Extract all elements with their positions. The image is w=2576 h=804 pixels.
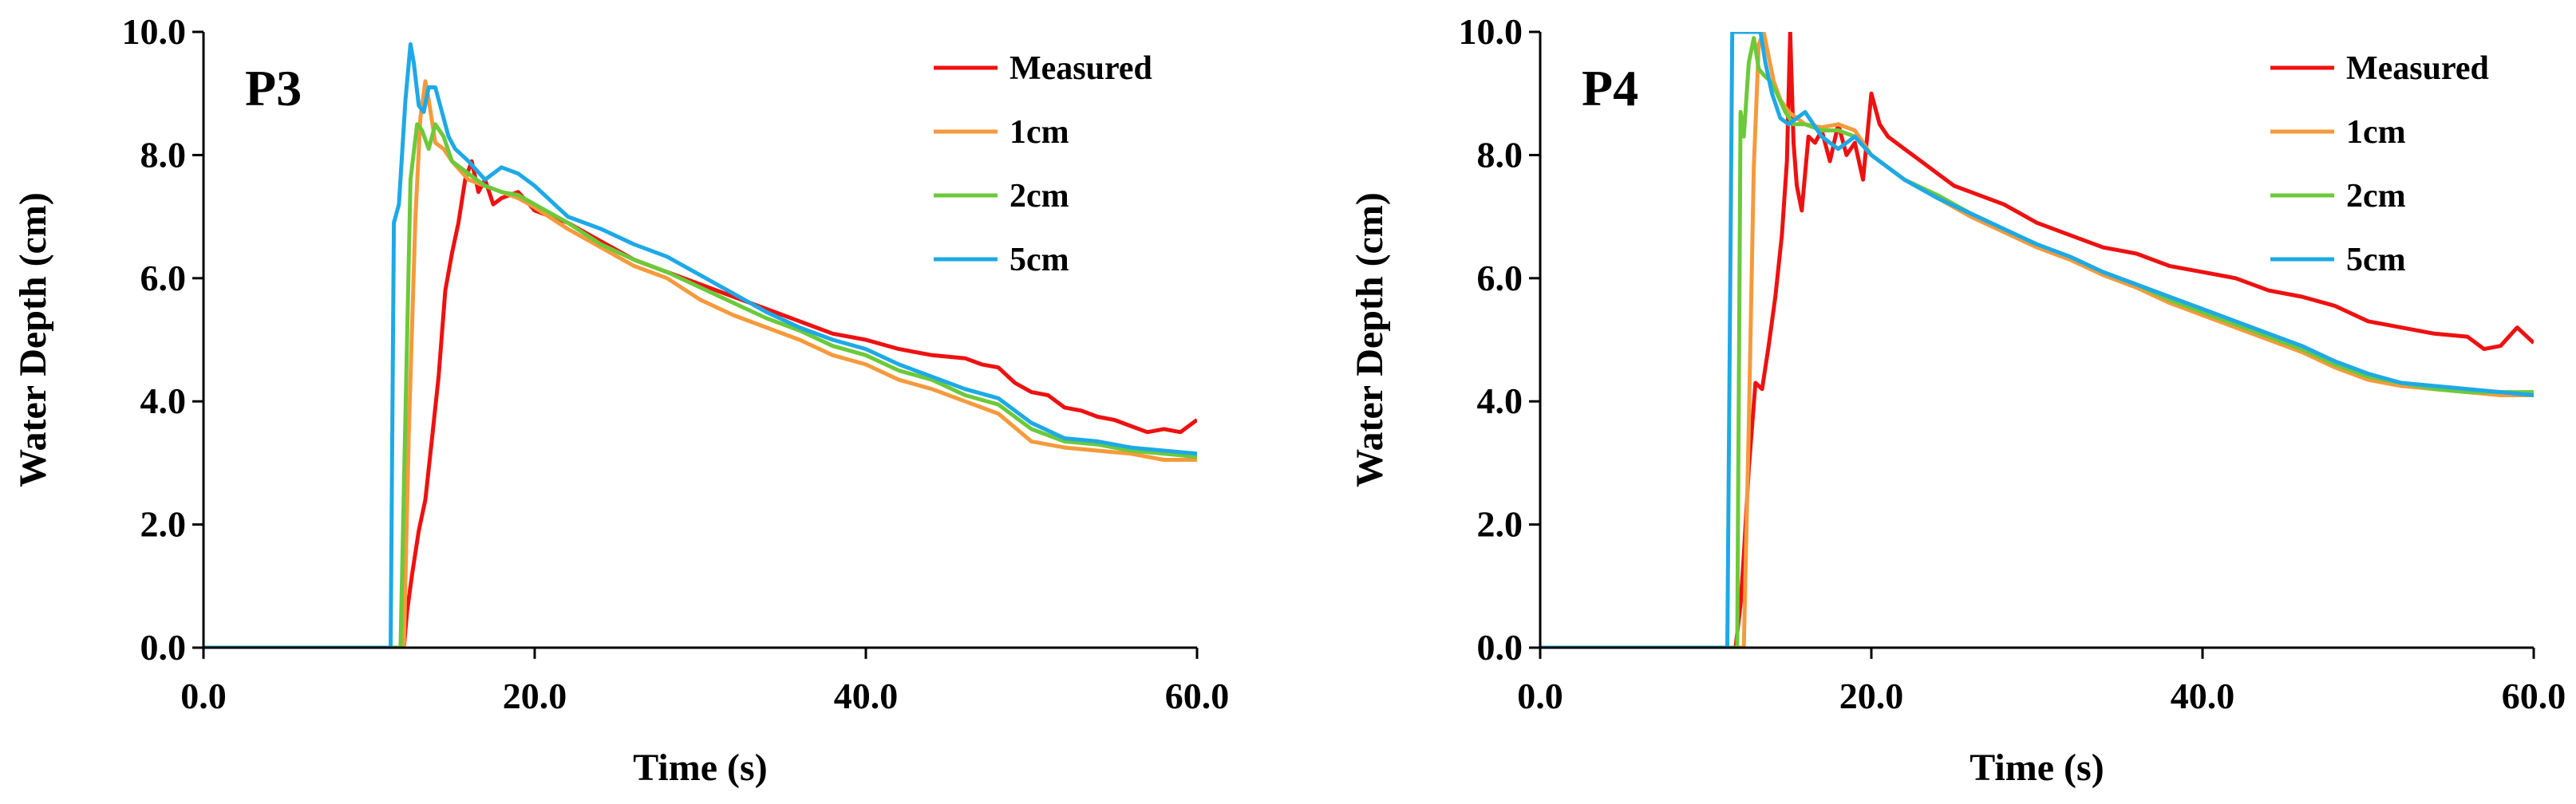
x-tick-label: 0.0 (180, 676, 227, 716)
legend-label: Measured (1009, 50, 1152, 87)
y-axis-label: Water Depth (cm) (12, 192, 54, 487)
x-tick-label: 20.0 (503, 676, 567, 716)
legend-label: 2cm (1009, 178, 1069, 215)
legend-label: Measured (2346, 50, 2489, 87)
legend-label: 2cm (2346, 178, 2406, 215)
y-tick-label: 6.0 (1477, 258, 1523, 298)
y-tick-label: 4.0 (1477, 380, 1523, 421)
x-tick-label: 20.0 (1839, 676, 1904, 716)
x-tick-label: 40.0 (2171, 676, 2235, 716)
series-line-2cm (203, 122, 1197, 648)
series-line-5cm (1540, 32, 2534, 648)
y-tick-label: 6.0 (140, 258, 187, 298)
chart-p3: 0.0 2.0 4.0 6.0 8.0 10.0 0.0 20.0 40.0 60.0 Time (… (12, 11, 1229, 789)
legend-label: 5cm (2346, 242, 2406, 278)
legend-label: 1cm (1009, 114, 1069, 151)
x-tick-label: 40.0 (834, 676, 899, 716)
legend-label: 5cm (1009, 242, 1069, 278)
chart-p4: 0.0 2.0 4.0 6.0 8.0 10.0 0.0 20.0 40.0 60.0 Time (… (1349, 11, 2566, 789)
y-tick-label: 10.0 (1459, 11, 1523, 52)
y-tick-label: 8.0 (1477, 134, 1523, 175)
x-tick-label: 60.0 (1165, 676, 1230, 716)
y-tick-label: 0.0 (1477, 627, 1523, 668)
series-line-measured (203, 159, 1197, 648)
x-axis-label: Time (s) (633, 747, 767, 789)
y-tick-label: 10.0 (122, 11, 187, 52)
series-line-1cm (203, 79, 1197, 648)
series-line-measured (1540, 32, 2534, 648)
y-tick-label: 4.0 (140, 380, 187, 421)
x-tick-label: 0.0 (1517, 676, 1563, 716)
y-axis-label: Water Depth (cm) (1349, 192, 1391, 487)
y-tick-label: 8.0 (140, 134, 187, 175)
x-axis-label: Time (s) (1970, 747, 2104, 789)
panel-title: P3 (245, 60, 302, 116)
x-tick-label: 60.0 (2502, 676, 2566, 716)
y-tick-label: 2.0 (1477, 504, 1523, 545)
y-tick-label: 0.0 (140, 627, 187, 668)
legend-label: 1cm (2346, 114, 2406, 151)
y-tick-label: 2.0 (140, 504, 187, 545)
series-line-5cm (203, 41, 1197, 648)
panel-title: P4 (1582, 60, 1638, 116)
